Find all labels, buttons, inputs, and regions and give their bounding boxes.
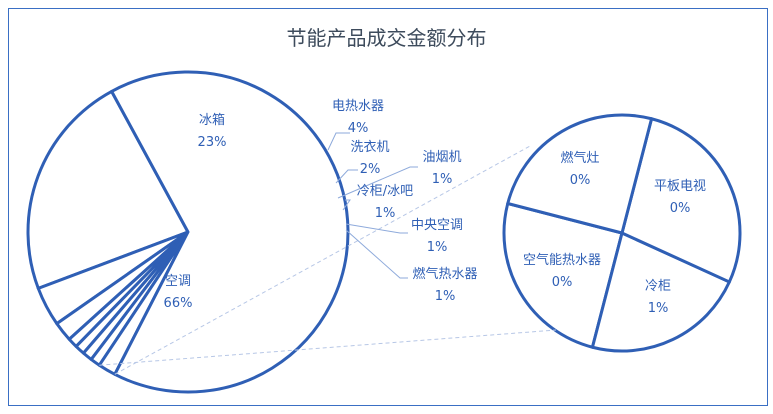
secondary-slice-1[interactable] (590, 231, 731, 353)
primary-label-6: 燃气热水器 1% (412, 266, 477, 304)
secondary-label-1: 平板电视 0% (654, 179, 706, 216)
primary-label-3: 油烟机 1% (422, 150, 461, 187)
secondary-slice-3[interactable] (506, 113, 654, 235)
primary-slice-0[interactable] (26, 89, 190, 290)
secondary-label-3: 空气能热水器 0% (523, 252, 601, 290)
chart-title: 节能产品成交金额分布 (286, 26, 487, 50)
secondary-slice-0[interactable] (502, 201, 624, 349)
chart-frame (8, 8, 768, 406)
primary-label-0: 冰箱 23% (198, 112, 227, 150)
primary-label-1: 电热水器 4% (332, 99, 384, 136)
leader-line (335, 169, 358, 184)
primary-label-2: 洗衣机 2% (350, 139, 389, 177)
leader-line (342, 199, 351, 211)
leader-line (345, 229, 408, 279)
secondary-label-2: 冷柜 1% (645, 279, 671, 316)
connector-line-top (114, 145, 531, 375)
leader-line (345, 223, 408, 234)
primary-label-8: 空调 66% (164, 274, 193, 311)
primary-slice-8[interactable] (110, 70, 350, 394)
secondary-label-0: 燃气灶 0% (560, 150, 599, 188)
leader-line (337, 166, 418, 199)
connector-line-bottom (99, 329, 557, 366)
primary-label-4: 冷柜/冰吧 1% (357, 184, 413, 221)
leader-line (327, 132, 350, 151)
primary-label-5: 中央空调 1% (411, 218, 463, 255)
secondary-slice-2[interactable] (620, 117, 742, 284)
